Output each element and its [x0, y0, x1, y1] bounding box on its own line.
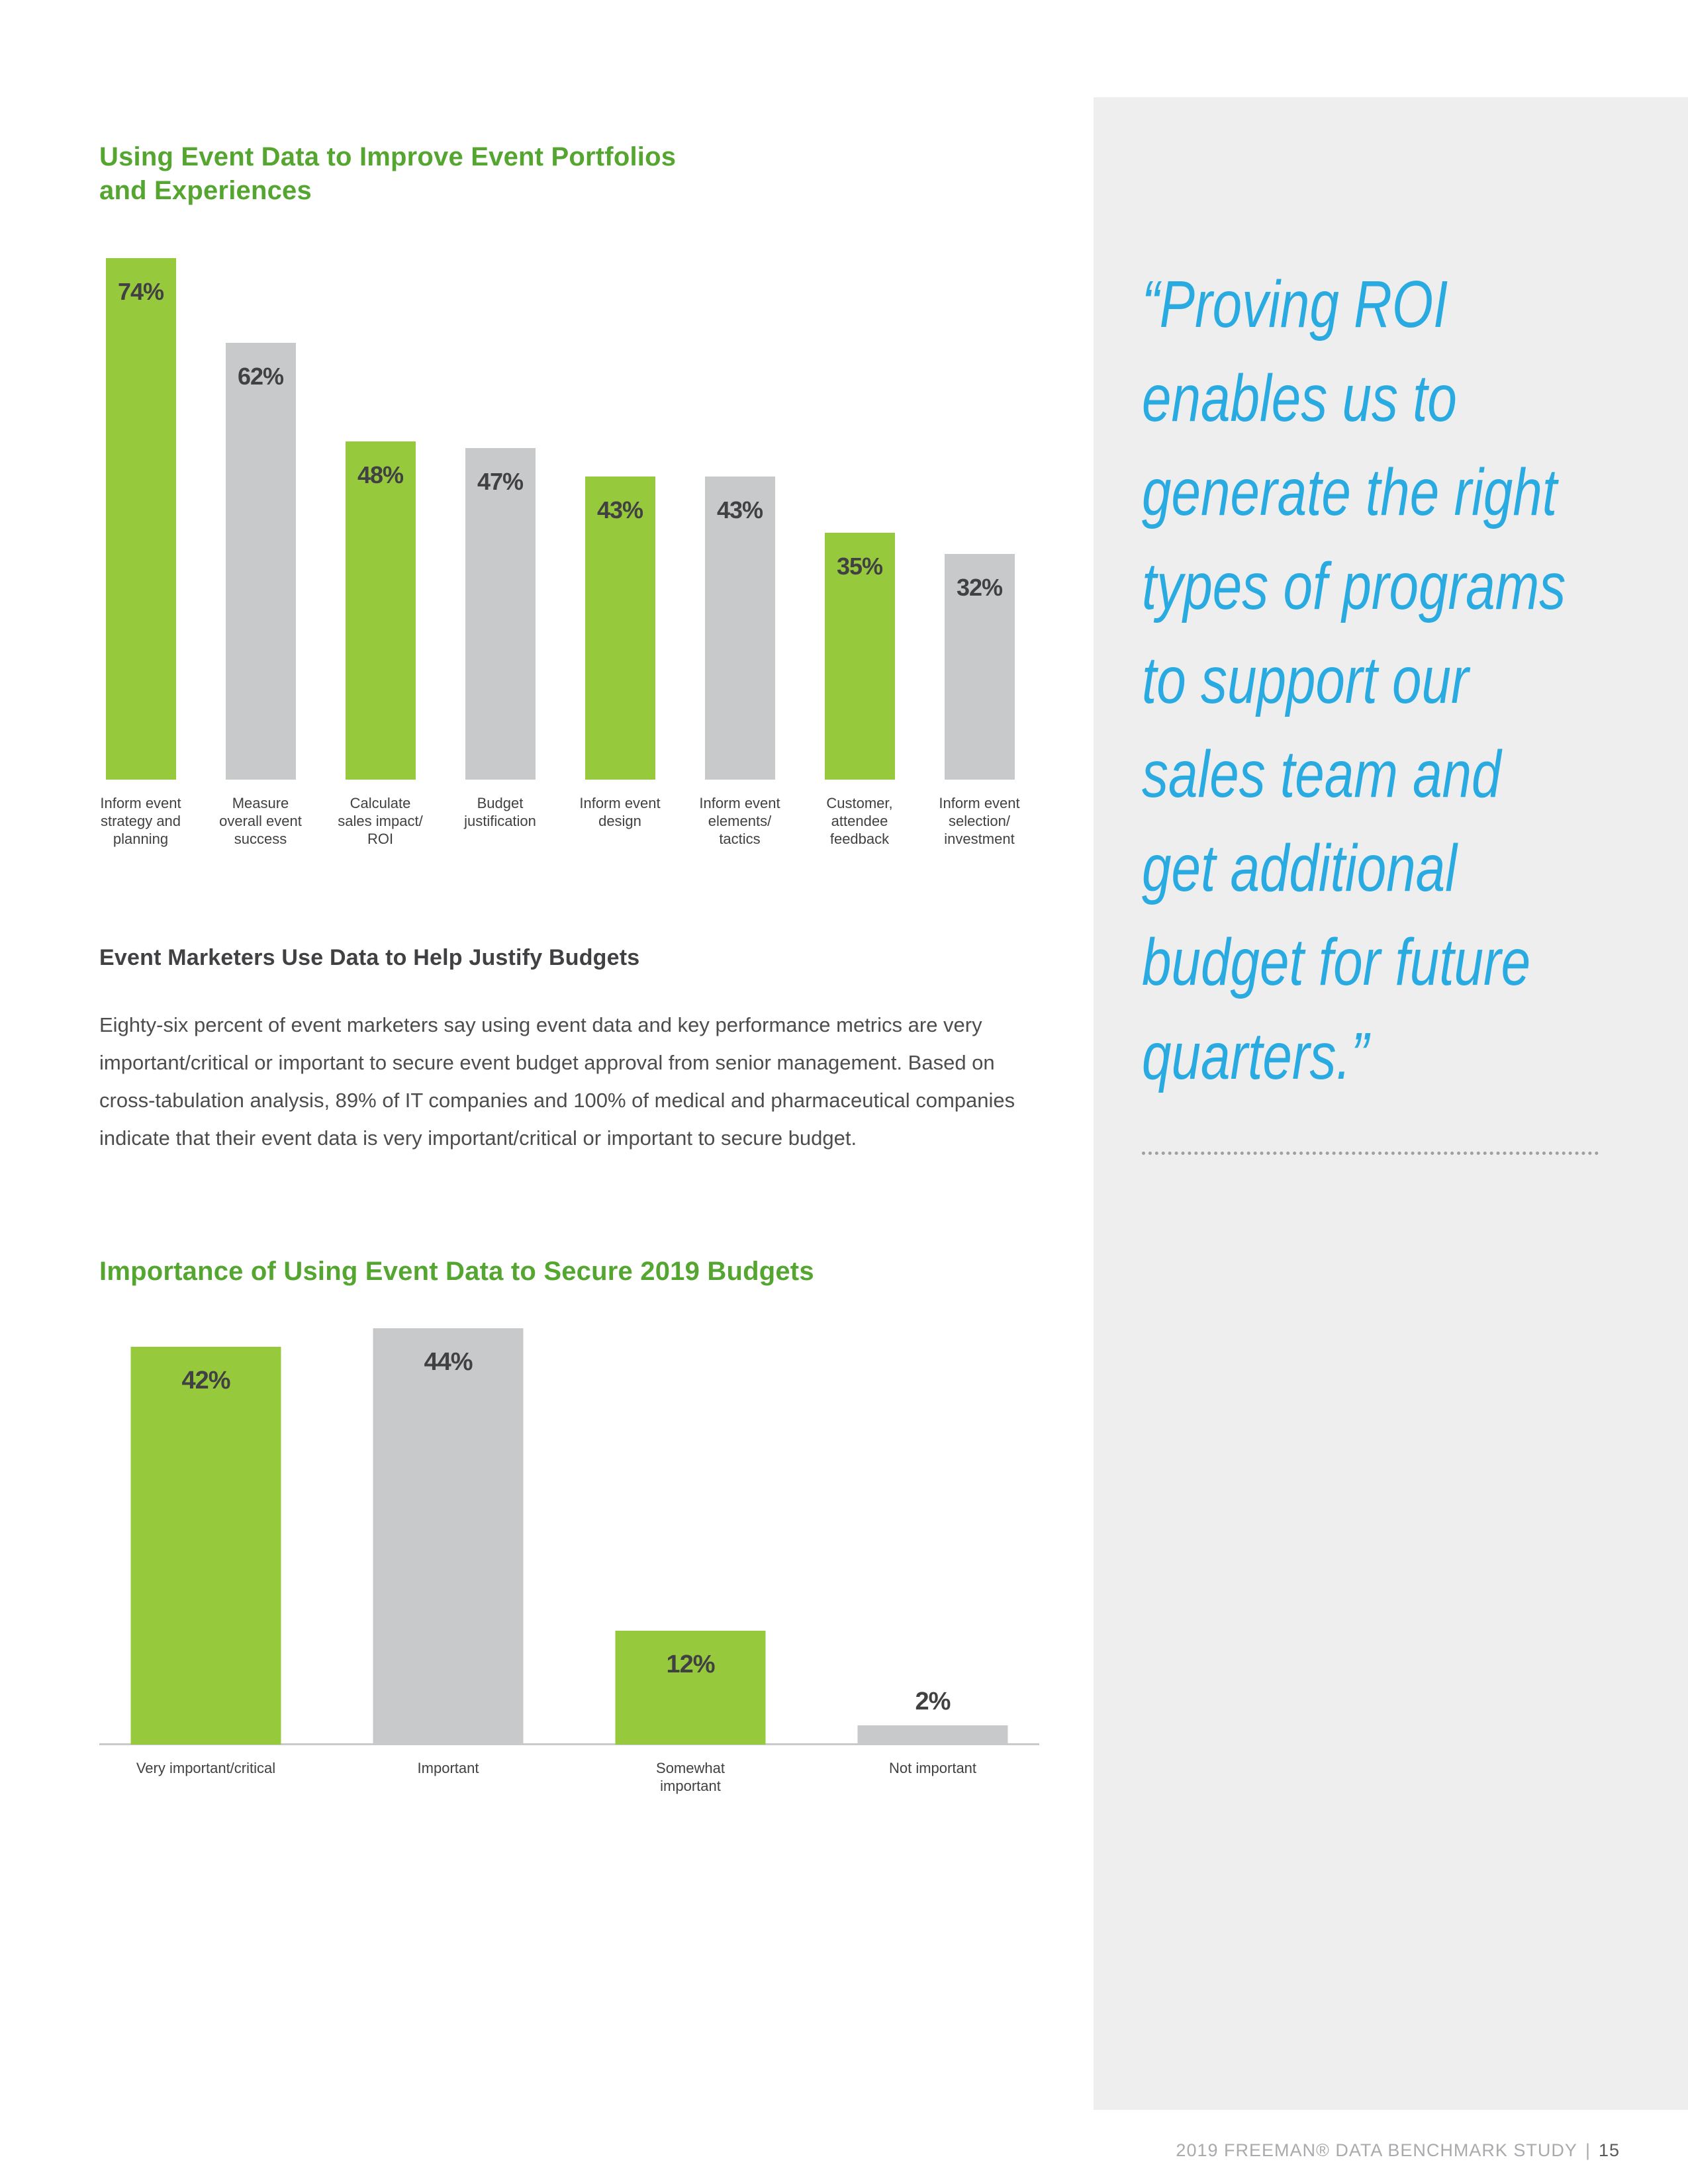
bar-category-label: Customer, attendee feedback [826, 795, 893, 847]
bar-value-label: 2% [915, 1688, 951, 1715]
bar: 42% [130, 1347, 281, 1745]
footer-page-number: 15 [1598, 2140, 1620, 2160]
dotted-divider [1142, 1152, 1599, 1155]
bar-value-label: 62% [237, 363, 284, 390]
bar: 35% [824, 533, 895, 780]
bar-category-label: Somewhat important [656, 1760, 725, 1794]
bar: 48% [345, 441, 416, 780]
chart-column: 43% Inform event elements/ tactics [680, 258, 800, 847]
bar: 47% [465, 448, 536, 780]
chart-column: 2% Not important [812, 1328, 1054, 1776]
bar-category-label: Budget justification [464, 795, 536, 829]
bar: 2% [857, 1688, 1008, 1745]
chart-column: 35% Customer, attendee feedback [800, 258, 919, 847]
bar-chart-budget-importance: 42% Very important/critical 44% Important 12… [85, 1328, 1054, 1794]
bar-value-label: 43% [716, 496, 763, 523]
bar-value-label: 43% [596, 496, 643, 523]
section-heading-justify-budgets: Event Marketers Use Data to Help Justify… [99, 945, 640, 970]
chart-column: 32% Inform event selection/ investment [919, 258, 1039, 847]
sidebar-panel: “Proving ROI enables us to generate the … [1094, 97, 1688, 2110]
bar-category-label: Not important [888, 1760, 977, 1776]
bar-category-label: Inform event elements/ tactics [699, 795, 780, 847]
footer-study-name: 2019 FREEMAN® DATA BENCHMARK STUDY [1176, 2140, 1577, 2160]
chart1-title: Using Event Data to Improve Event Portfo… [99, 142, 677, 205]
bar: 43% [704, 477, 775, 780]
bar-chart-event-data-uses: 74% Inform event strategy and planning 62%… [81, 258, 1039, 847]
bar-category-label: Inform event strategy and planning [100, 795, 181, 847]
page-footer: 2019 FREEMAN® DATA BENCHMARK STUDY | 15 [1176, 2140, 1620, 2161]
bar-category-label: Inform event design [579, 795, 661, 829]
bar: 62% [225, 343, 296, 780]
bar-value-label: 44% [424, 1348, 473, 1376]
bar-value-label: 47% [477, 468, 524, 495]
bar-category-label: Inform event selection/ investment [939, 795, 1020, 847]
chart-column: 12% Somewhat important [569, 1328, 812, 1794]
bar-category-label: Measure overall event success [219, 795, 302, 847]
pull-quote: “Proving ROI enables us to generate the … [1142, 267, 1566, 1093]
bar: 74% [105, 258, 176, 780]
chart2-baseline [99, 1743, 1039, 1745]
bar-category-label: Calculate sales impact/ ROI [338, 795, 423, 847]
bar: 32% [944, 554, 1015, 780]
bar-value-label: 48% [357, 461, 404, 488]
chart2-title: Importance of Using Event Data to Secure… [99, 1257, 814, 1286]
chart-column: 74% Inform event strategy and planning [81, 258, 201, 847]
footer-separator: | [1585, 2140, 1591, 2160]
bar: 44% [373, 1328, 524, 1745]
bar: 43% [585, 477, 655, 780]
bar-value-label: 42% [181, 1367, 230, 1394]
body-paragraph: Eighty-six percent of event marketers sa… [99, 1013, 1015, 1150]
bar-value-label: 12% [666, 1651, 715, 1678]
chart-column: 47% Budget justification [440, 258, 560, 829]
chart-column: 43% Inform event design [560, 258, 680, 829]
bar-category-label: Very important/critical [136, 1760, 276, 1776]
bar-category-label: Important [417, 1760, 479, 1776]
bar-value-label: 74% [117, 278, 164, 305]
chart-column: 42% Very important/critical [85, 1328, 327, 1776]
bar-value-label: 32% [956, 574, 1003, 601]
chart-column: 44% Important [327, 1328, 569, 1776]
chart-column: 48% Calculate sales impact/ ROI [320, 258, 440, 847]
chart-column: 62% Measure overall event success [201, 258, 320, 847]
bar-value-label: 35% [836, 553, 883, 580]
bar: 12% [615, 1631, 766, 1745]
